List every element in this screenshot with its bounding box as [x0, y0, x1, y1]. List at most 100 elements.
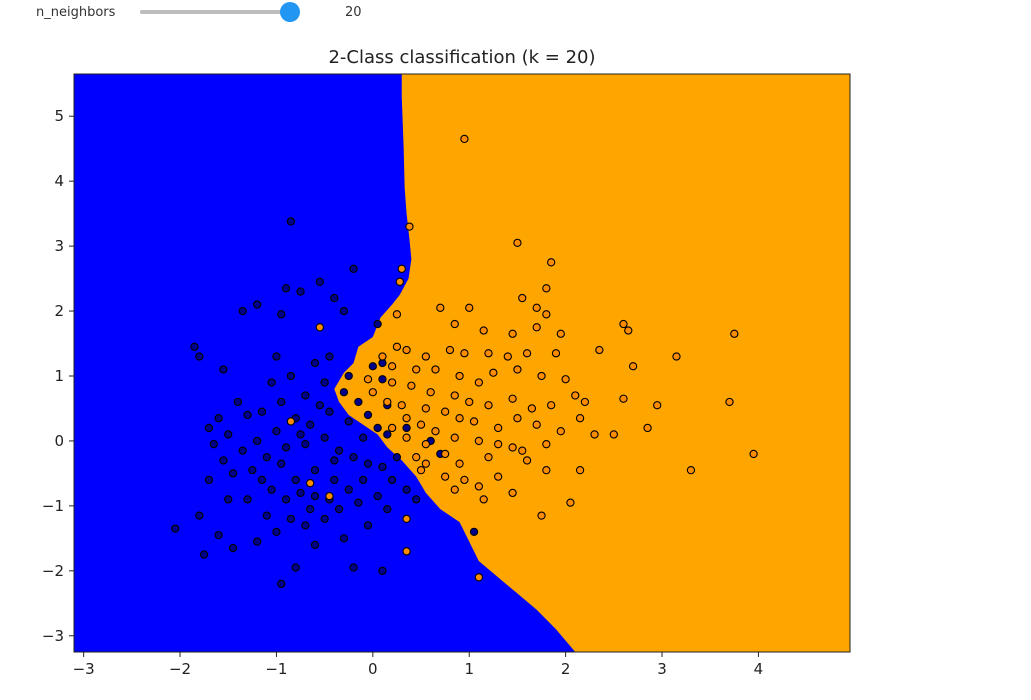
data-point-class1 — [508, 443, 517, 452]
y-tick-label: 1 — [54, 367, 64, 385]
data-point-class1 — [450, 433, 459, 442]
data-point-class1 — [368, 388, 377, 397]
data-point-class1 — [460, 349, 469, 358]
data-point-class0 — [310, 358, 320, 368]
data-point-class1 — [479, 495, 488, 504]
data-point-class1 — [575, 466, 585, 475]
data-point-class1 — [725, 397, 734, 407]
data-point-class1 — [436, 303, 445, 312]
y-tick-label: −1 — [42, 497, 64, 515]
points-layer — [171, 134, 758, 588]
data-point-class0 — [344, 371, 353, 381]
data-point-class0 — [310, 491, 320, 501]
data-point-class0 — [306, 420, 315, 429]
data-point-class0 — [267, 485, 276, 494]
data-point-class0 — [272, 427, 281, 436]
data-point-class0 — [349, 453, 358, 462]
data-point-class1 — [575, 414, 585, 423]
data-point-class1 — [686, 466, 696, 475]
data-point-class0 — [281, 443, 291, 452]
data-point-class0 — [383, 430, 392, 439]
data-point-class0 — [195, 352, 204, 361]
data-point-class0 — [334, 504, 344, 514]
data-point-class1 — [479, 326, 488, 335]
data-point-class1 — [474, 378, 484, 387]
data-point-class1 — [537, 371, 546, 381]
data-point-class0 — [228, 543, 238, 553]
plot-area — [74, 74, 850, 652]
data-point-class1 — [595, 345, 604, 355]
x-tick-label: −2 — [169, 660, 191, 678]
data-point-class1 — [749, 449, 758, 459]
data-point-class1 — [306, 478, 315, 488]
data-point-class1 — [402, 414, 411, 423]
data-point-class1 — [532, 420, 541, 429]
y-tick-label: 0 — [54, 432, 64, 450]
x-tick-label: 2 — [561, 660, 571, 678]
data-point-class1 — [421, 352, 431, 361]
data-point-class1 — [402, 547, 411, 556]
data-point-class1 — [395, 277, 404, 286]
data-point-class1 — [542, 284, 551, 293]
data-point-class0 — [301, 391, 310, 400]
data-point-class1 — [416, 466, 426, 475]
data-point-class1 — [484, 349, 493, 358]
data-point-class0 — [306, 504, 315, 514]
data-point-class0 — [204, 423, 214, 433]
data-point-class0 — [320, 433, 329, 442]
data-point-class1 — [392, 310, 402, 319]
y-tick-label: 2 — [54, 302, 64, 320]
data-point-class0 — [378, 375, 387, 384]
data-point-class1 — [571, 391, 580, 400]
data-point-class0 — [344, 485, 353, 494]
data-point-class0 — [373, 319, 382, 329]
data-point-class1 — [619, 394, 628, 403]
data-point-class1 — [474, 436, 484, 446]
data-point-class0 — [243, 410, 252, 420]
data-point-class0 — [277, 579, 286, 588]
slider-fill — [140, 10, 291, 14]
data-point-class0 — [277, 310, 286, 319]
data-point-class0 — [402, 423, 411, 433]
data-point-class1 — [402, 345, 411, 355]
data-point-class1 — [325, 491, 334, 501]
data-point-class1 — [455, 459, 464, 468]
data-point-class1 — [402, 433, 411, 442]
data-point-class1 — [590, 430, 599, 439]
data-point-class0 — [238, 446, 247, 455]
data-point-class1 — [426, 388, 435, 397]
x-axis: −3 −2 −1 0 1 2 3 4 — [73, 652, 763, 678]
data-point-class0 — [359, 475, 368, 485]
data-point-class0 — [253, 436, 262, 446]
data-point-class1 — [566, 498, 575, 507]
data-point-class0 — [257, 475, 267, 485]
y-axis: −3 −2 −1 0 1 2 3 4 5 — [42, 107, 74, 645]
data-point-class0 — [224, 430, 233, 439]
data-point-class0 — [339, 388, 349, 397]
data-point-class0 — [219, 365, 228, 374]
plot-frame — [73, 73, 851, 653]
data-point-class0 — [286, 514, 296, 524]
data-point-class0 — [354, 397, 363, 407]
data-point-class0 — [359, 433, 368, 442]
y-tick-label: 4 — [54, 172, 64, 190]
data-point-class0 — [310, 540, 320, 549]
data-point-class1 — [440, 449, 450, 459]
data-point-class0 — [339, 306, 349, 316]
data-point-class0 — [204, 475, 214, 485]
data-point-class0 — [214, 530, 223, 540]
data-point-class0 — [378, 566, 387, 575]
data-point-class0 — [199, 550, 209, 559]
data-point-class1 — [730, 329, 739, 338]
data-point-class1 — [513, 365, 522, 374]
n-neighbors-slider[interactable] — [140, 2, 301, 22]
data-point-class1 — [402, 514, 411, 524]
slider-handle[interactable] — [280, 2, 301, 22]
data-point-class1 — [397, 401, 406, 410]
data-point-class0 — [291, 475, 300, 485]
data-point-class0 — [320, 514, 329, 524]
data-point-class1 — [653, 401, 662, 410]
data-point-class0 — [354, 498, 363, 507]
data-point-class0 — [296, 287, 305, 296]
data-point-class0 — [281, 495, 291, 504]
